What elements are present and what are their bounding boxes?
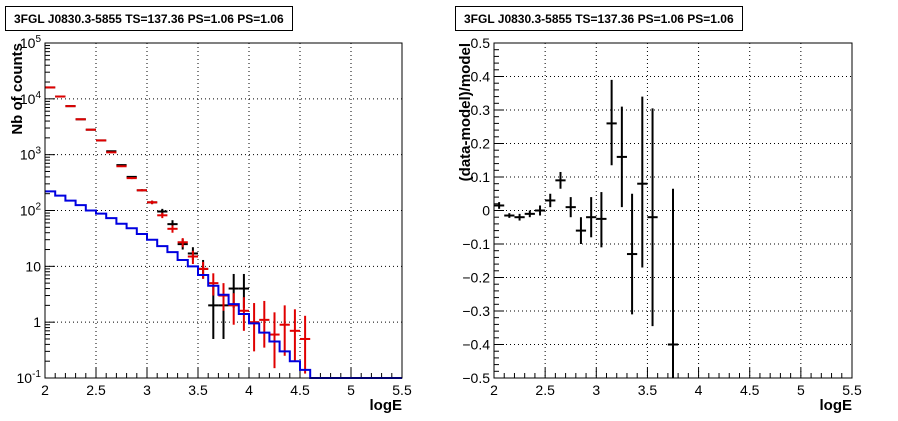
- y-tick-label: −0.4: [462, 337, 490, 353]
- y-tick-label: 105: [20, 34, 42, 51]
- y-tick-label: 0: [482, 203, 490, 219]
- left-plot: 2 2.5 3 3.5 4 4.5 5 5.5 10-1 1 10 102 103 104 105 logE N…: [9, 34, 412, 414]
- data-point: [208, 273, 219, 296]
- x-tick-label: 5: [797, 382, 805, 398]
- x-tick-label: 4: [245, 382, 253, 398]
- x-tick-label: 2: [490, 382, 498, 398]
- data-point: [269, 312, 280, 369]
- x-axis-label: logE: [370, 397, 403, 414]
- data-point: [300, 315, 311, 374]
- y-tick-label: 1: [33, 314, 41, 330]
- x-tick-label: 2.5: [535, 382, 555, 398]
- data-point: [524, 210, 535, 218]
- x-tick-label: 3: [592, 382, 600, 398]
- model-step-line: [45, 190, 402, 379]
- x-tick-label: 2.5: [86, 382, 106, 398]
- data-point: [198, 261, 209, 279]
- data-point: [85, 128, 96, 131]
- y-tick-label: 102: [20, 202, 42, 219]
- data-point: [167, 225, 178, 233]
- y-tick-label: −0.1: [462, 236, 490, 252]
- x-tick-label: 5.5: [392, 382, 412, 398]
- data-point: [218, 283, 229, 311]
- y-tick-label: 10-1: [17, 369, 42, 386]
- data-point: [606, 79, 617, 166]
- x-tick-label: 3.5: [188, 382, 208, 398]
- x-tick-label: 5.5: [842, 382, 862, 398]
- y-tick-label: 0.3: [471, 102, 491, 118]
- data-point: [279, 305, 290, 356]
- y-tick-label: −0.3: [462, 303, 490, 319]
- data-point: [586, 197, 597, 238]
- x-axis-label: logE: [820, 397, 853, 414]
- data-point: [259, 300, 270, 348]
- plot-frame: [493, 42, 853, 379]
- data-point: [565, 197, 576, 218]
- data-point: [289, 309, 300, 362]
- data-point: [616, 106, 627, 208]
- data-point: [555, 171, 566, 189]
- data-point: [575, 217, 587, 244]
- data-point: [647, 108, 658, 327]
- data-point: [228, 293, 239, 325]
- data-point: [147, 200, 158, 205]
- x-tick-label: 3.5: [638, 382, 658, 398]
- right-plot-title: 3FGL J0830.3-5855 TS=137.36 PS=1.06 PS=1…: [455, 6, 743, 31]
- data-point: [177, 238, 188, 248]
- y-tick-label: 0.4: [471, 69, 491, 85]
- data-point: [667, 188, 679, 378]
- data-point: [96, 139, 107, 142]
- data-point: [126, 177, 137, 180]
- x-tick-label: 3: [143, 382, 151, 398]
- data-point: [249, 303, 260, 352]
- y-tick-label: 10: [25, 258, 41, 274]
- data-point: [157, 212, 168, 219]
- x-tick-label: 2: [41, 382, 49, 398]
- y-axis-label: Nb of counts: [9, 43, 26, 135]
- data-point: [494, 202, 505, 209]
- data-point: [55, 95, 66, 98]
- y-tick-label: 0.5: [471, 35, 491, 51]
- data-point: [545, 193, 556, 208]
- data-point: [116, 165, 127, 168]
- data-point: [596, 192, 607, 248]
- data-point: [187, 250, 198, 265]
- y-tick-label: 0.2: [471, 136, 491, 152]
- data-point: [514, 213, 525, 221]
- y-tick-label: 104: [20, 90, 42, 107]
- plot-frame: [44, 42, 403, 379]
- y-axis-label: (data-model)/model: [457, 43, 474, 181]
- x-tick-label: 4.5: [290, 382, 310, 398]
- x-tick-label: 4: [695, 382, 703, 398]
- data-point: [75, 118, 86, 121]
- x-tick-label: 5: [347, 382, 355, 398]
- data-point: [136, 189, 147, 192]
- x-tick-label: 4.5: [740, 382, 760, 398]
- data-point: [106, 151, 117, 154]
- y-tick-label: 103: [20, 146, 42, 163]
- data-point: [637, 96, 648, 268]
- right-plot: 2 2.5 3 3.5 4 4.5 5 5.5 −0.5 −0.4 −0.3 −0.2 −0.1 0 0.1…: [457, 35, 862, 414]
- data-point: [534, 205, 546, 216]
- y-tick-label: −0.5: [462, 370, 490, 386]
- y-tick-label: 0.1: [471, 169, 491, 185]
- y-tick-label: −0.2: [462, 270, 490, 286]
- data-point: [65, 105, 76, 108]
- data-point: [626, 193, 638, 315]
- left-plot-title: 3FGL J0830.3-5855 TS=137.36 PS=1.06 PS=1…: [5, 6, 293, 31]
- data-point: [504, 213, 515, 218]
- data-point: [45, 86, 56, 89]
